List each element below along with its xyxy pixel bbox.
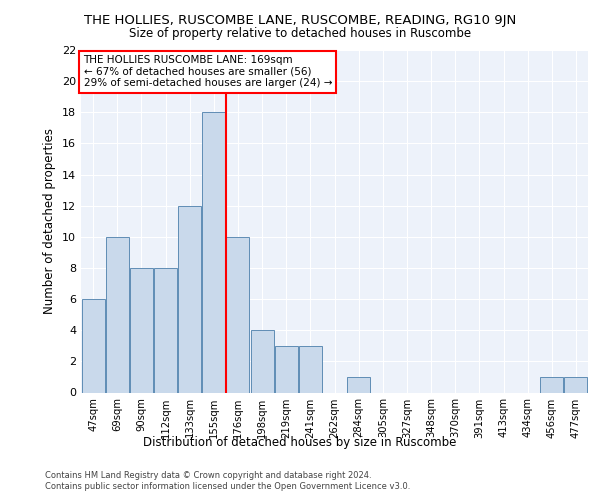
Bar [130,268,153,392]
Text: Distribution of detached houses by size in Ruscombe: Distribution of detached houses by size … [143,436,457,449]
Bar [565,377,587,392]
Bar [299,346,322,393]
Bar [275,346,298,393]
Bar [347,377,370,392]
Y-axis label: Number of detached properties: Number of detached properties [43,128,56,314]
Text: Contains HM Land Registry data © Crown copyright and database right 2024.: Contains HM Land Registry data © Crown c… [45,471,371,480]
Bar [251,330,274,392]
Bar [226,237,250,392]
Text: THE HOLLIES, RUSCOMBE LANE, RUSCOMBE, READING, RG10 9JN: THE HOLLIES, RUSCOMBE LANE, RUSCOMBE, RE… [84,14,516,27]
Bar [178,206,201,392]
Text: THE HOLLIES RUSCOMBE LANE: 169sqm
← 67% of detached houses are smaller (56)
29% : THE HOLLIES RUSCOMBE LANE: 169sqm ← 67% … [83,55,332,88]
Bar [202,112,225,392]
Text: Size of property relative to detached houses in Ruscombe: Size of property relative to detached ho… [129,28,471,40]
Bar [106,237,128,392]
Bar [154,268,177,392]
Text: Contains public sector information licensed under the Open Government Licence v3: Contains public sector information licen… [45,482,410,491]
Bar [541,377,563,392]
Bar [82,299,104,392]
